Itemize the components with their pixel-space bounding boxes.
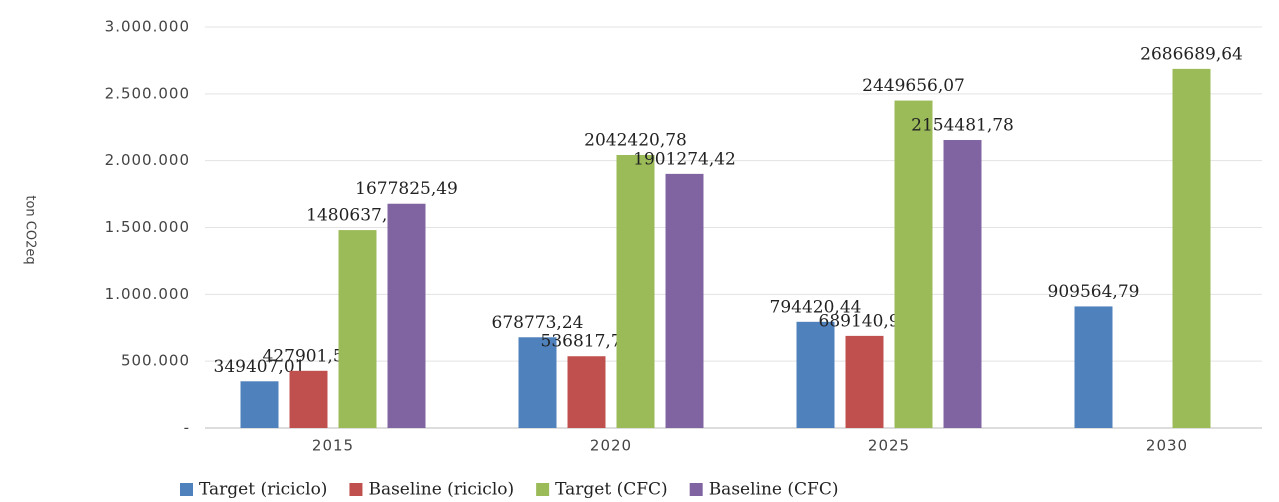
- value-label: 2686689,64: [1140, 44, 1243, 64]
- value-label: 2154481,78: [911, 116, 1014, 136]
- bar: [796, 321, 835, 428]
- x-tick-label: 2030: [1146, 437, 1188, 455]
- value-label: 1677825,49: [355, 179, 458, 199]
- y-tick-label: 2.000.000: [105, 151, 190, 169]
- value-label: 689140,96: [819, 311, 911, 331]
- bar: [845, 335, 884, 428]
- y-tick-label: 1.500.000: [105, 218, 190, 236]
- legend-label: Baseline (riciclo): [368, 480, 514, 500]
- value-label: 427901,59: [263, 346, 355, 366]
- value-label: 1901274,42: [633, 149, 736, 169]
- value-label: 2042420,78: [584, 130, 687, 150]
- legend-swatch: [689, 483, 703, 496]
- value-label: 2449656,07: [862, 76, 965, 96]
- x-tick-label: 2020: [590, 437, 632, 455]
- legend-label: Target (riciclo): [199, 480, 327, 500]
- bar: [338, 230, 377, 428]
- legend-label: Baseline (CFC): [709, 480, 839, 500]
- bar: [665, 173, 704, 428]
- bar: [1172, 68, 1211, 428]
- bar: [567, 356, 606, 428]
- y-tick-label: 500.000: [121, 352, 190, 370]
- y-tick-label: 1.000.000: [105, 285, 190, 303]
- bar: [387, 203, 426, 428]
- value-label: 794420,44: [770, 297, 862, 317]
- bar: [289, 370, 328, 428]
- bar: [616, 154, 655, 428]
- bar: [1074, 306, 1113, 428]
- y-tick-label: 2.500.000: [105, 84, 190, 102]
- value-label: 678773,24: [492, 313, 584, 333]
- legend-swatch: [180, 483, 193, 496]
- legend-swatch: [349, 483, 363, 496]
- x-tick-label: 2015: [312, 437, 354, 455]
- y-tick-label: 3.000.000: [105, 18, 190, 36]
- x-tick-label: 2025: [868, 437, 910, 455]
- value-label: 349407,01: [214, 357, 306, 377]
- value-label: 909564,79: [1048, 282, 1140, 302]
- y-axis-label: ton CO2eq: [23, 195, 38, 264]
- bar: [894, 100, 933, 429]
- bar: [240, 381, 279, 428]
- bar: [518, 337, 557, 428]
- value-label: 1480637,58: [306, 206, 409, 226]
- bar: [943, 140, 982, 428]
- y-tick-label: -: [184, 419, 190, 437]
- value-label: 536817,72: [541, 332, 633, 352]
- legend-swatch: [536, 483, 550, 496]
- legend-label: Target (CFC): [555, 480, 668, 500]
